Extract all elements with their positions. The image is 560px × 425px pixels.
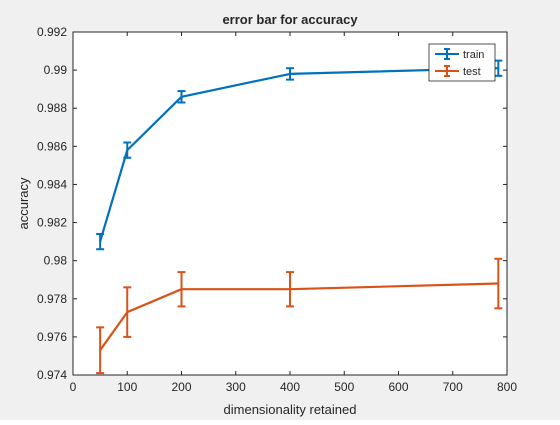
y-tick-label: 0.976 [37,330,67,344]
y-tick-label: 0.986 [37,139,67,153]
x-tick-label: 400 [280,380,300,394]
x-tick-label: 0 [70,380,77,394]
chart-title: error bar for accuracy [222,12,358,27]
x-tick-label: 700 [443,380,463,394]
y-tick-label: 0.992 [37,25,67,39]
y-tick-label: 0.978 [37,292,67,306]
legend-label-train: train [463,49,484,61]
y-tick-label: 0.982 [37,216,67,230]
error-bar-test [286,271,294,308]
plot-area [73,32,507,375]
error-bar-train [494,59,503,77]
legend[interactable]: train test [428,43,496,82]
y-tick-label: 0.984 [37,177,67,191]
error-bar-train [177,90,186,104]
y-tick-label: 0.99 [44,63,68,77]
x-tick-label: 100 [117,380,137,394]
error-bar-test [177,271,186,308]
y-tick-label: 0.988 [37,101,67,115]
x-axis: 0 100 200 300 400 500 600 700 800 [70,32,517,394]
x-tick-label: 500 [334,380,354,394]
x-tick-label: 800 [497,380,517,394]
legend-label-test: test [463,66,481,78]
y-tick-label: 0.974 [37,368,67,382]
error-bar-train [123,141,132,159]
x-tick-label: 600 [388,380,408,394]
y-axis: 0.974 0.976 0.978 0.98 0.982 0.984 0.986 0.988 0… [37,25,507,382]
error-bar-train [96,232,105,251]
x-axis-label: dimensionality retained [224,402,357,417]
error-bar-test [123,286,132,338]
y-axis-label: accuracy [16,177,31,230]
error-bar-test [494,257,503,310]
x-tick-label: 300 [226,380,246,394]
error-bar-test [96,326,105,375]
legend-box [428,43,496,82]
x-tick-label: 200 [171,380,191,394]
series-layer [96,59,503,375]
y-tick-label: 0.98 [44,254,68,268]
error-bar-train [286,67,294,81]
